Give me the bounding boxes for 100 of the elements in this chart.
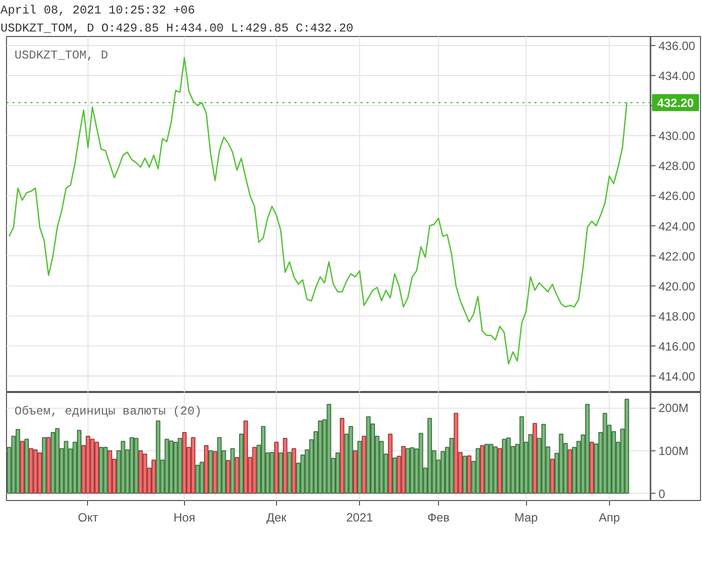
y-tick-label: 430.00 [658, 129, 696, 144]
bar [182, 432, 187, 494]
bar [274, 442, 279, 494]
bar [217, 437, 222, 494]
bar [454, 412, 458, 494]
x-tick-label: 2021 [346, 510, 374, 524]
x-tick-label: Мар [514, 510, 538, 524]
annotation: USDKZT_TOM, D [14, 48, 108, 62]
bar [602, 412, 608, 494]
bar [208, 450, 213, 494]
y-tick-label: 422.00 [658, 249, 696, 264]
bar [480, 445, 485, 494]
text: Объем, единицы валюты (20) [14, 404, 202, 418]
bar [16, 428, 20, 494]
bar [134, 438, 138, 494]
bar [234, 457, 240, 494]
bar [590, 442, 594, 494]
bar [318, 420, 322, 494]
bar [243, 420, 248, 494]
y-tick-label: 424.00 [658, 219, 696, 234]
y-tick-label: 0 [658, 486, 666, 501]
bar [230, 448, 235, 494]
bar [528, 434, 533, 494]
x-tick-label: Дек [266, 510, 288, 524]
bar [200, 462, 204, 494]
bar [138, 450, 143, 494]
y-tick-label: 414.00 [658, 369, 696, 384]
bar [506, 437, 511, 494]
bar [278, 452, 283, 494]
bar [462, 456, 467, 494]
bar [476, 448, 480, 494]
bar [488, 444, 494, 494]
bar [226, 460, 230, 494]
bar [568, 449, 572, 494]
ref-line-label: 432.20 [657, 96, 694, 110]
bar [195, 464, 200, 494]
bar [94, 442, 99, 494]
bar [24, 438, 29, 494]
bar [498, 448, 502, 494]
bar [239, 434, 244, 494]
bar [493, 446, 498, 494]
y-tick-label: 434.00 [658, 69, 696, 84]
y-tick-label: 428.00 [658, 159, 696, 174]
bar [142, 454, 148, 494]
bar [392, 457, 397, 494]
x-tick-label: Ноя [173, 510, 196, 524]
bar [292, 448, 296, 494]
bar [340, 418, 344, 494]
bar [28, 448, 34, 494]
bar [260, 426, 266, 494]
bar [108, 450, 112, 494]
bar [33, 449, 38, 494]
x-tick-label: Фев [427, 510, 450, 524]
y-tick-label: 100M [658, 444, 689, 458]
bar [466, 455, 472, 494]
bar [585, 404, 590, 494]
bar [287, 452, 292, 494]
y-tick-label: 420.00 [658, 279, 696, 294]
bar [366, 416, 371, 494]
bar [550, 458, 555, 494]
y-tick-label: 418.00 [658, 309, 696, 324]
bar [173, 442, 178, 494]
bar [326, 404, 332, 494]
bar [64, 440, 68, 494]
bar [120, 440, 126, 494]
bar [168, 440, 174, 494]
bar [282, 438, 288, 494]
y-tick-label: 436.00 [658, 39, 696, 54]
bar [76, 430, 82, 494]
bar [42, 437, 46, 494]
bar [418, 432, 424, 494]
chart-title: USDKZT_TOM, D O:429.85 H:434.00 L:429.85 C:432.20 [0, 22, 354, 36]
bar [103, 446, 108, 494]
bar [541, 424, 546, 494]
bar [519, 416, 524, 494]
bar [156, 420, 160, 494]
bar [20, 440, 25, 494]
x-tick-label: Апр [598, 510, 620, 524]
bar [401, 446, 406, 494]
bar [362, 436, 366, 494]
bar [352, 450, 358, 494]
bar [406, 448, 410, 494]
text: April 08, 2021 10:25:32 +06 [0, 4, 195, 18]
y-tick-label: 426.00 [658, 189, 696, 204]
x-tick-label: Окт [78, 510, 99, 524]
bar [178, 438, 182, 494]
bar [532, 423, 538, 494]
bar [212, 451, 218, 494]
bar [252, 446, 257, 494]
bar [335, 452, 340, 494]
bar [86, 436, 90, 494]
bar [50, 432, 56, 494]
bar [151, 460, 156, 494]
y-tick-label: 200M [658, 401, 689, 416]
bar [270, 452, 274, 494]
bar [388, 434, 393, 494]
bar [190, 437, 196, 494]
bar [204, 445, 209, 494]
bar [410, 447, 414, 494]
y-tick-label: 416.00 [658, 339, 696, 354]
